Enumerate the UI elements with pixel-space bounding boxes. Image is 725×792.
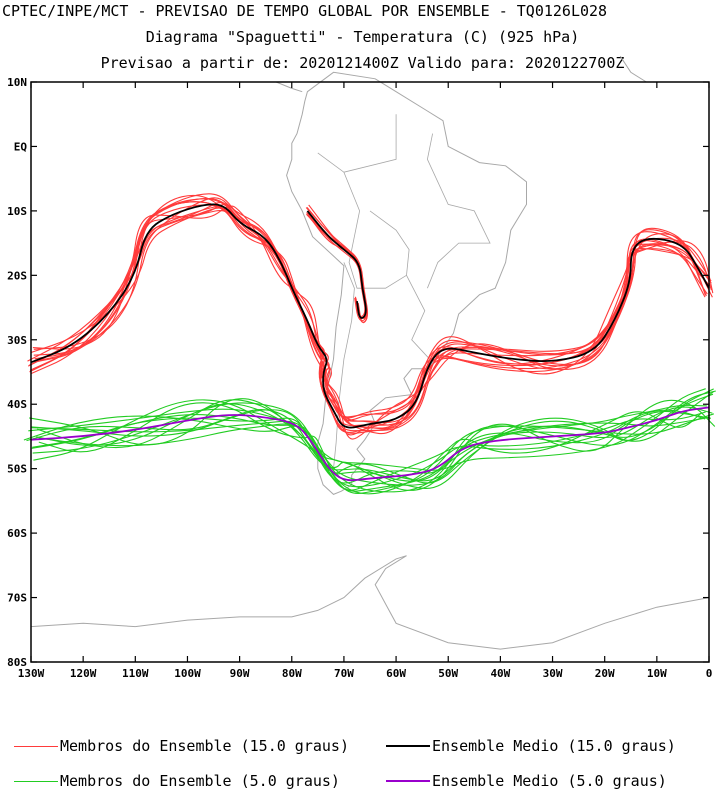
legend-item-members-5: Membros do Ensemble (5.0 graus) bbox=[14, 771, 340, 791]
lat-tick-label: 80S bbox=[7, 656, 27, 669]
legend-item-members-15: Membros do Ensemble (15.0 graus) bbox=[14, 736, 349, 756]
lat-tick-label: 50S bbox=[7, 463, 27, 476]
lon-tick-label: 50W bbox=[438, 667, 458, 680]
coast-antarctica bbox=[30, 555, 710, 650]
lon-tick-label: 80W bbox=[282, 667, 302, 680]
lat-tick-label: 10S bbox=[7, 205, 27, 218]
lon-tick-label: 30W bbox=[543, 667, 563, 680]
ensemble-member-5-line bbox=[31, 409, 706, 491]
legend-label-mean-5: Ensemble Medio (5.0 graus) bbox=[432, 772, 667, 790]
country-border bbox=[426, 133, 491, 289]
lon-tick-label: 70W bbox=[334, 667, 354, 680]
lon-tick-label: 130W bbox=[18, 667, 45, 680]
legend-label-mean-15: Ensemble Medio (15.0 graus) bbox=[432, 737, 676, 755]
legend-swatch-purple-line bbox=[386, 780, 430, 782]
country-border bbox=[406, 275, 433, 363]
lon-tick-label: 100W bbox=[174, 667, 201, 680]
title-line-3: Previsao a partir de: 2020121400Z Valido… bbox=[100, 54, 625, 72]
legend: Membros do Ensemble (15.0 graus) Ensembl… bbox=[0, 730, 725, 792]
ensemble-member-5-line bbox=[38, 388, 706, 471]
lon-tick-label: 40W bbox=[490, 667, 510, 680]
lat-tick-label: 20S bbox=[7, 269, 27, 282]
lon-tick-label: 120W bbox=[70, 667, 97, 680]
ensemble-member-15-line bbox=[33, 194, 707, 435]
lon-tick-label: 110W bbox=[122, 667, 149, 680]
lon-tick-label: 10W bbox=[647, 667, 667, 680]
ensemble-member-5-line bbox=[26, 409, 711, 482]
coast-africa bbox=[619, 55, 647, 83]
ensemble-member-15-line bbox=[27, 209, 712, 424]
legend-label-members-15: Membros do Ensemble (15.0 graus) bbox=[60, 737, 349, 755]
lon-tick-label: 0 bbox=[706, 667, 713, 680]
lat-tick-label: EQ bbox=[14, 140, 28, 153]
ensemble-members-15-layer bbox=[27, 193, 714, 440]
legend-item-mean-5: Ensemble Medio (5.0 graus) bbox=[386, 771, 667, 791]
lon-tick-label: 90W bbox=[230, 667, 250, 680]
ensemble-mean-15-line bbox=[30, 203, 710, 429]
legend-label-members-5: Membros do Ensemble (5.0 graus) bbox=[60, 772, 340, 790]
lat-tick-label: 40S bbox=[7, 398, 27, 411]
ensemble-member-15-line bbox=[32, 205, 714, 440]
ensemble-member-5-line bbox=[31, 411, 706, 488]
legend-item-mean-15: Ensemble Medio (15.0 graus) bbox=[386, 736, 676, 756]
lat-tick-label: 60S bbox=[7, 527, 27, 540]
title-line-1: CPTEC/INPE/MCT - PREVISAO DE TEMPO GLOBA… bbox=[2, 2, 608, 20]
coast-central-america bbox=[275, 81, 303, 93]
lon-tick-label: 60W bbox=[386, 667, 406, 680]
title-line-2: Diagrama "Spaguetti" - Temperatura (C) (… bbox=[145, 28, 580, 46]
ensemble-member-15-line bbox=[32, 201, 707, 429]
legend-swatch-green-line bbox=[14, 780, 58, 782]
lat-tick-label: 10N bbox=[7, 76, 27, 89]
ensemble-member-15-line bbox=[27, 204, 712, 434]
ensemble-member-5-line bbox=[37, 388, 714, 484]
country-border bbox=[333, 262, 355, 469]
ensemble-member-15-line bbox=[35, 197, 706, 419]
ensemble-member-15-andes-line bbox=[307, 212, 366, 318]
ensemble-mean-layer bbox=[30, 203, 710, 482]
ensemble-member-15-line bbox=[29, 198, 711, 432]
country-border bbox=[317, 152, 410, 289]
ensemble-member-15-line bbox=[29, 198, 708, 427]
ensemble-member-15-line bbox=[34, 201, 710, 430]
lat-tick-label: 70S bbox=[7, 592, 27, 605]
coast-south-america bbox=[286, 71, 527, 495]
country-border bbox=[343, 114, 397, 173]
map-frame bbox=[30, 81, 710, 663]
lon-tick-label: 20W bbox=[595, 667, 615, 680]
ensemble-member-5-line bbox=[28, 404, 707, 492]
ensemble-member-15-line bbox=[31, 193, 706, 418]
legend-swatch-red-line bbox=[14, 745, 58, 747]
ensemble-mean-5-line bbox=[30, 406, 710, 482]
lat-tick-label: 30S bbox=[7, 334, 27, 347]
ensemble-mean-15-andes-line bbox=[306, 210, 367, 319]
legend-swatch-black-line bbox=[386, 745, 430, 747]
coastline-layer bbox=[30, 55, 710, 650]
